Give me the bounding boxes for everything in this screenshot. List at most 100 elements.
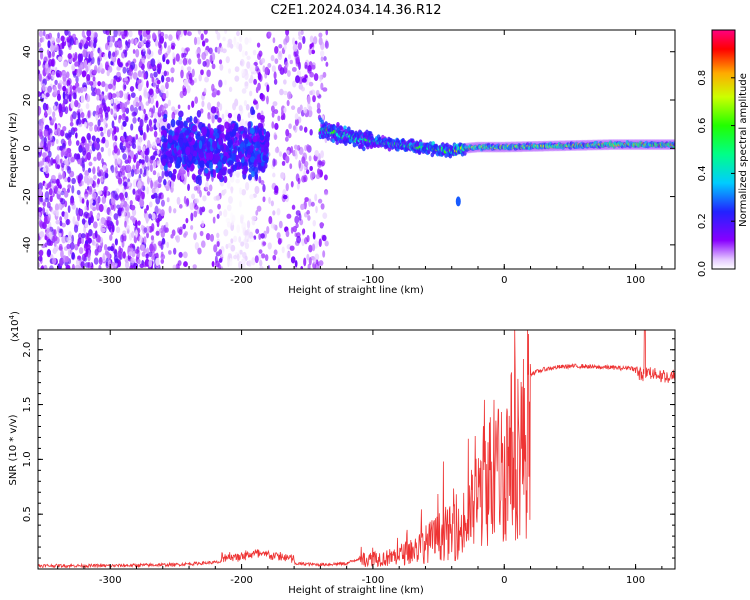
speckle-dot [62,91,66,100]
speckle-dot [216,240,220,247]
speckle-dot [44,165,49,175]
speckle-dot [155,86,160,94]
speckle-dot [146,186,149,195]
noise-dot [260,161,265,167]
noise-dot [257,122,262,129]
speckle-dot [256,205,262,212]
speckle-dot [84,170,90,177]
speckle-dot [94,230,98,239]
speckle-dot [193,204,199,210]
noise-dot [163,113,168,119]
speckle-dot [309,129,313,136]
speckle-dot [130,257,135,264]
speckle-dot [137,259,141,265]
speckle-dot [38,69,41,75]
speckle-dot [67,205,71,214]
speckle-dot [122,251,126,259]
ridge-dot [333,125,338,131]
speckle-dot [252,100,258,105]
speckle-dot [244,37,249,45]
speckle-dot [53,185,58,194]
noise-dot [172,135,178,141]
speckle-dot [146,123,150,133]
speckle-region [38,30,168,269]
speckle-dot [91,91,96,97]
speckle-dot [103,204,108,213]
speckle-dot [98,49,103,57]
noise-dot [219,138,223,147]
speckle-dot [205,181,209,191]
speckle-dot [151,222,155,232]
speckle-dot [122,153,127,160]
noise-dot [190,145,194,155]
speckle-dot [53,241,57,248]
speckle-dot [319,222,325,227]
speckle-dot [55,37,61,43]
speckle-dot [241,222,247,231]
speckle-dot [260,233,265,239]
speckle-dot [245,103,250,111]
speckle-dot [319,50,325,58]
speckle-dot [244,230,249,236]
speckle-dot [176,30,182,36]
noise-dot [219,133,225,139]
speckle-dot [239,60,243,66]
speckle-dot [89,81,94,86]
speckle-dot [62,125,67,132]
speckle-dot [101,94,104,100]
ridge-dot [387,146,392,152]
speckle-dot [150,58,156,68]
speckle-dot [64,30,69,36]
speckle-dot [38,142,41,147]
speckle-dot [122,145,127,151]
speckle-dot [124,49,128,58]
speckle-dot [148,259,153,268]
speckle-dot [227,68,232,74]
speckle-dot [57,32,60,39]
speckle-dot [224,109,229,118]
speckle-dot [233,111,239,120]
speckle-dot [107,223,112,231]
speckle-dot [314,150,319,157]
speckle-dot [74,264,80,269]
speckle-dot [264,66,270,75]
speckle-dot [159,31,165,38]
speckle-dot [88,185,93,193]
speckle-dot [241,68,246,77]
speckle-dot [231,214,236,223]
noise-dot [178,138,184,148]
speckle-dot [165,76,171,83]
speckle-dot [100,176,104,183]
speckle-dot [148,111,152,117]
noise-dot [204,167,209,174]
speckle-dot [175,263,180,269]
speckle-dot [117,250,122,259]
speckle-dot [211,114,215,124]
speckle-dot [298,61,301,71]
speckle-dot [217,46,221,55]
speckle-dot [273,78,278,85]
speckle-dot [167,99,172,107]
speckle-dot [47,72,52,80]
speckle-dot [139,129,144,136]
speckle-dot [277,115,281,122]
speckle-dot [66,79,71,87]
speckle-dot [60,198,66,205]
noise-dot [264,134,270,143]
noise-dot [161,158,167,164]
speckle-dot [124,76,128,82]
speckle-dot [178,204,183,209]
y-tick-label: -20 [22,188,33,204]
noise-dot [231,128,237,136]
speckle-dot [218,264,222,269]
speckle-dot [86,199,89,208]
speckle-dot [134,96,140,103]
speckle-dot [246,55,251,61]
speckle-dot [154,39,159,47]
speckle-dot [59,79,63,85]
speckle-dot [238,43,243,53]
speckle-dot [241,50,245,58]
speckle-dot [149,243,154,252]
speckle-dot [98,257,103,266]
speckle-dot [137,220,141,226]
